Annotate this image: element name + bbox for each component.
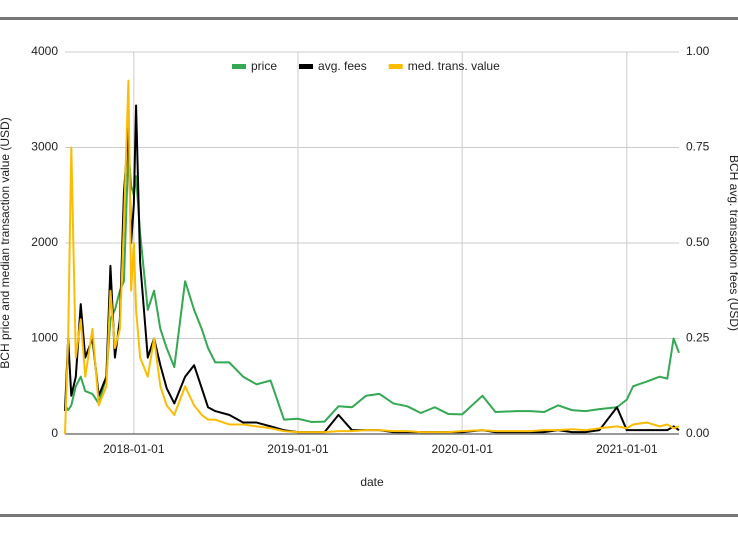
y-axis-title: BCH price and median transaction value (… — [0, 117, 12, 368]
series-line — [64, 79, 680, 435]
y2-tick-label: 0.00 — [686, 426, 710, 440]
y2-axis-title: BCH avg. transaction fees (USD) — [727, 155, 738, 331]
series-line — [64, 104, 680, 434]
x-axis-title: date — [360, 475, 384, 489]
y2-tick-label: 1.00 — [686, 44, 710, 58]
y2-tick-label: 0.50 — [686, 235, 710, 249]
y2-tick-label: 0.75 — [686, 140, 710, 154]
top-border — [0, 17, 738, 20]
x-tick-label: 2018-01-01 — [103, 442, 165, 456]
y-tick-label: 1000 — [31, 331, 58, 345]
legend-swatch — [388, 64, 403, 69]
series-line — [64, 146, 680, 424]
x-tick-label: 2019-01-01 — [267, 442, 329, 456]
legend-label: avg. fees — [318, 59, 367, 73]
y-tick-label: 4000 — [31, 44, 58, 58]
bottom-border — [0, 514, 738, 517]
x-tick-label: 2021-01-01 — [596, 442, 658, 456]
y2-tick-label: 0.25 — [686, 331, 710, 345]
legend-swatch — [299, 64, 314, 69]
legend-swatch — [232, 64, 246, 69]
y-tick-label: 3000 — [31, 140, 58, 154]
legend-label: med. trans. value — [408, 59, 500, 73]
y-tick-label: 2000 — [31, 235, 58, 249]
legend-label: price — [251, 59, 277, 73]
y-tick-label: 0 — [51, 426, 58, 440]
x-tick-label: 2020-01-01 — [431, 442, 493, 456]
